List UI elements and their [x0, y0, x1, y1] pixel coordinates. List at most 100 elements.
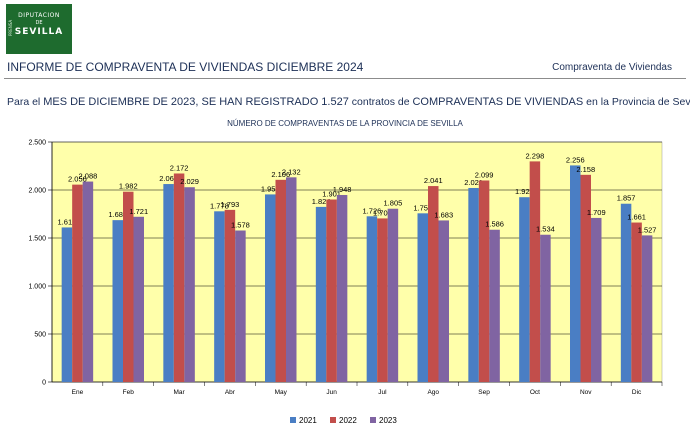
bar-2023-feb — [133, 216, 144, 382]
bar-2022-jul — [377, 218, 388, 382]
bar-2023-ene — [82, 181, 94, 382]
header-divider — [4, 78, 686, 79]
bar-2021-sep — [468, 187, 479, 382]
y-tick-label: 500 — [34, 332, 46, 339]
bar-2023-ago — [438, 220, 449, 382]
bar-2023-sep — [489, 229, 500, 382]
data-label: 1.610 — [58, 217, 77, 226]
x-tick-label: Nov — [580, 389, 592, 396]
bar-2023-mar — [184, 187, 195, 382]
data-label: 1.721 — [129, 207, 148, 216]
data-label: 1.793 — [221, 200, 240, 209]
y-tick-label: 2.500 — [28, 140, 46, 147]
x-tick-label: May — [275, 389, 288, 396]
legend-label-2023: 2023 — [379, 416, 397, 425]
data-label: 1.805 — [384, 199, 403, 208]
x-tick-label: Sep — [478, 389, 490, 396]
x-tick-label: Ene — [72, 389, 84, 396]
legend-swatch-2022 — [330, 417, 336, 423]
data-label: 2.172 — [170, 163, 189, 172]
bar-2023-oct — [540, 234, 551, 382]
x-tick-label: Jun — [326, 389, 337, 396]
diputacion-logo: DIPUTACION DE SEVILLA PRENSA — [6, 4, 72, 54]
bar-2022-oct — [529, 161, 541, 382]
summary-part1: Para el — [7, 96, 44, 108]
data-label: 2.132 — [282, 167, 301, 176]
logo-side-text: PRENSA — [8, 19, 13, 36]
data-label: 2.256 — [566, 155, 585, 164]
x-tick-label: Dic — [632, 389, 642, 396]
data-label: 1.661 — [627, 213, 646, 222]
report-title: INFORME DE COMPRAVENTA DE VIVIENDAS DICI… — [7, 60, 364, 74]
bar-2023-may — [286, 177, 297, 382]
bar-2021-nov — [570, 165, 581, 382]
logo-text-line1: DIPUTACION — [18, 12, 60, 19]
x-tick-label: Feb — [123, 389, 135, 396]
data-label: 1.757 — [413, 203, 432, 212]
data-label: 1.686 — [108, 210, 127, 219]
data-label: 2.298 — [526, 151, 545, 160]
bar-2022-sep — [478, 180, 490, 382]
data-label: 1.901 — [322, 190, 341, 199]
logo-text-line2: DE — [35, 20, 43, 26]
bar-2023-jun — [336, 194, 348, 382]
data-label: 2.062 — [159, 174, 178, 183]
legend-swatch-2021 — [290, 417, 296, 423]
summary-part4: COMPRAVENTAS DE VIVIENDAS — [412, 96, 584, 108]
data-label: 2.088 — [79, 172, 98, 181]
summary-part5: en la Provincia de Sevilla. — [586, 96, 690, 108]
legend-label-2022: 2022 — [339, 416, 357, 425]
data-label: 2.029 — [180, 177, 199, 186]
data-label: 1.982 — [119, 182, 138, 191]
data-label: 1.586 — [485, 220, 504, 229]
bar-2022-may — [275, 179, 286, 382]
data-label: 2.021 — [464, 178, 483, 187]
data-label: 1.578 — [231, 221, 250, 230]
bar-2021-dic — [620, 203, 632, 382]
bar-2021-oct — [519, 197, 530, 382]
bar-2022-mar — [173, 173, 185, 382]
bar-2021-jun — [315, 206, 327, 382]
y-tick-label: 1.000 — [28, 284, 46, 291]
bar-2022-ago — [428, 186, 439, 382]
data-label: 1.857 — [617, 194, 636, 203]
plot-area — [51, 141, 663, 383]
chart-title: NÚMERO DE COMPRAVENTAS DE LA PROVINCIA D… — [227, 119, 463, 128]
bar-2022-jun — [326, 199, 337, 382]
bar-2023-nov — [591, 217, 602, 382]
bar-2022-abr — [224, 209, 236, 382]
data-label: 1.948 — [333, 185, 352, 194]
bar-2022-feb — [123, 191, 134, 382]
y-tick-label: 1.500 — [28, 236, 46, 243]
data-label: 1.778 — [210, 201, 229, 210]
bar-2021-mar — [163, 184, 174, 382]
bar-2022-nov — [580, 174, 591, 382]
data-label: 1.709 — [587, 208, 606, 217]
header-bar: INFORME DE COMPRAVENTA DE VIVIENDAS DICI… — [0, 60, 690, 76]
bar-2022-ene — [72, 184, 83, 382]
x-tick-label: Abr — [225, 389, 236, 396]
bar-2021-ene — [61, 227, 73, 382]
y-tick-label: 2.000 — [28, 188, 46, 195]
bar-2023-dic — [641, 235, 653, 382]
data-label: 1.704 — [373, 208, 392, 217]
data-label: 1.534 — [536, 225, 555, 234]
data-label: 2.056 — [68, 175, 87, 184]
bar-2021-feb — [112, 220, 123, 382]
logo-text-line3: SEVILLA — [14, 27, 64, 37]
summary-part2: MES DE DICIEMBRE DE 2023, SE HAN REGISTR… — [43, 96, 349, 108]
bar-2021-abr — [214, 211, 225, 382]
data-label: 2.099 — [475, 170, 494, 179]
bar-2023-abr — [235, 230, 246, 382]
bar-2023-jul — [387, 208, 399, 382]
data-label: 1.925 — [515, 187, 534, 196]
data-label: 1.726 — [363, 206, 382, 215]
data-label: 1.683 — [434, 210, 453, 219]
summary-sentence: Para el MES DE DICIEMBRE DE 2023, SE HAN… — [7, 96, 690, 108]
data-label: 1.954 — [261, 184, 280, 193]
bar-2021-may — [265, 194, 276, 382]
y-tick-label: 0 — [42, 380, 46, 387]
data-label: 2.158 — [576, 165, 595, 174]
data-label: 2.106 — [271, 170, 290, 179]
x-tick-label: Ago — [427, 389, 439, 396]
